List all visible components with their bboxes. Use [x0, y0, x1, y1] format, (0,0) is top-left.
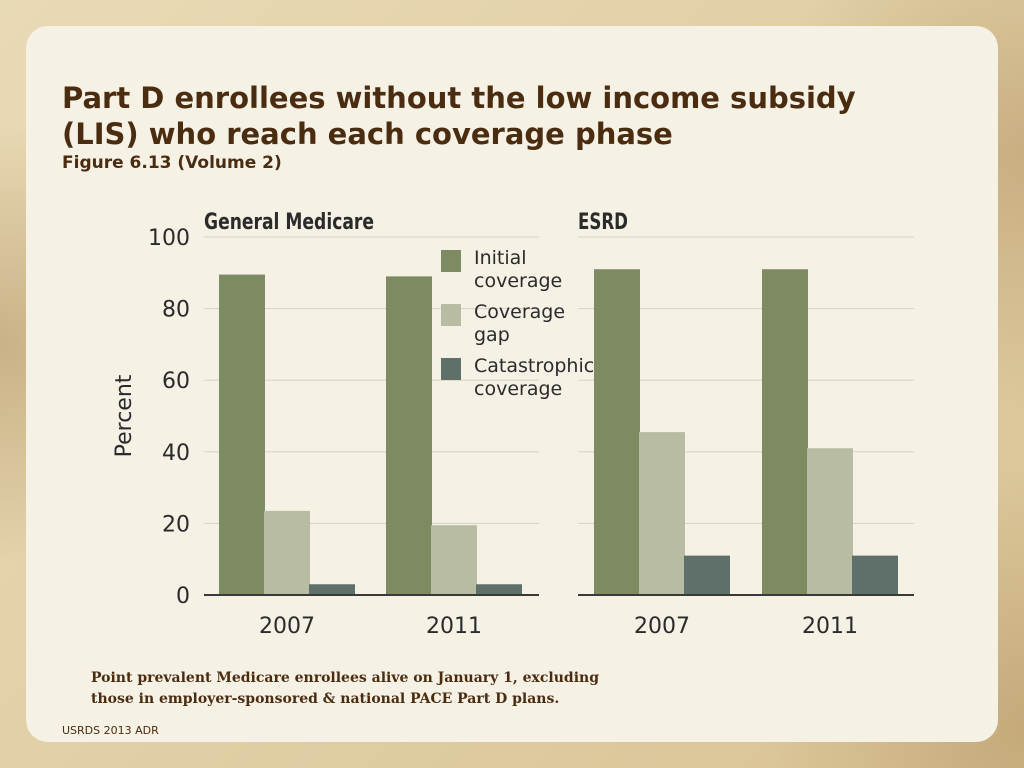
- y-tick-label: 60: [162, 369, 190, 394]
- legend-label-line1: Coverage: [474, 301, 565, 323]
- bar-esrd-2-0: [684, 555, 730, 595]
- bars: [219, 269, 898, 595]
- legend-label-line1: Catastrophic: [474, 355, 594, 377]
- source-label: USRDS 2013 ADR: [62, 724, 159, 737]
- legend-swatch: [441, 358, 461, 380]
- x-tick-label: 2011: [426, 614, 482, 639]
- bar-esrd-1-1: [807, 448, 853, 595]
- legend-label-line2: coverage: [474, 378, 562, 400]
- panel-title: ESRD: [578, 210, 628, 235]
- bar-esrd-0-1: [762, 269, 808, 595]
- bar-esrd-2-1: [852, 555, 898, 595]
- legend-label-line2: gap: [474, 324, 510, 346]
- chart-labels: General Medicare 2007 2011 ESRD 2007 2011 0 20 4…: [112, 210, 858, 639]
- bar-general-1-0: [264, 510, 310, 595]
- x-tick-label: 2007: [259, 614, 315, 639]
- y-tick-label: 80: [162, 298, 190, 323]
- y-axis-label: Percent: [112, 374, 137, 457]
- bar-general-1-1: [431, 525, 477, 595]
- slide-title: Part D enrollees without the low income …: [62, 81, 856, 151]
- panel-title: General Medicare: [204, 210, 374, 235]
- bar-esrd-0-0: [594, 269, 640, 595]
- figure-subtitle: Figure 6.13 (Volume 2): [62, 153, 282, 173]
- y-tick-label: 0: [176, 584, 190, 609]
- bar-general-2-1: [476, 584, 522, 595]
- legend-label-line2: coverage: [474, 270, 562, 292]
- legend: InitialcoverageCoveragegapCatastrophicco…: [441, 247, 594, 400]
- x-tick-label: 2007: [634, 614, 690, 639]
- bar-general-0-0: [219, 274, 265, 595]
- legend-swatch: [441, 304, 461, 326]
- y-tick-label: 40: [162, 441, 190, 466]
- slide-panel: [26, 26, 998, 742]
- legend-label-line1: Initial: [474, 247, 527, 269]
- bar-general-2-0: [309, 584, 355, 595]
- y-tick-label: 20: [162, 512, 190, 537]
- x-tick-label: 2011: [802, 614, 858, 639]
- bar-general-0-1: [386, 276, 432, 595]
- footnote: Point prevalent Medicare enrollees alive…: [91, 670, 599, 707]
- y-tick-label: 100: [148, 226, 190, 251]
- bar-esrd-1-0: [639, 432, 685, 595]
- legend-swatch: [441, 250, 461, 272]
